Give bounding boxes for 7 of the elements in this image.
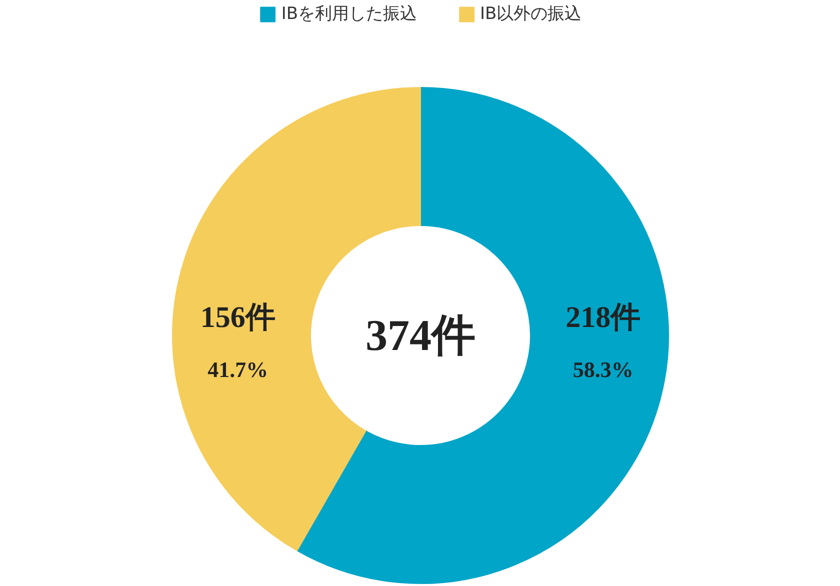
legend-label: IB以外の振込 (480, 3, 582, 25)
data-label: 156件 (200, 301, 276, 334)
text: 41.7% (208, 357, 268, 382)
text: 58.3% (572, 357, 634, 382)
text: 374件 (366, 311, 476, 360)
legend-label: IBを利用した振込 (281, 3, 417, 25)
data-label: 218件 (566, 301, 641, 334)
